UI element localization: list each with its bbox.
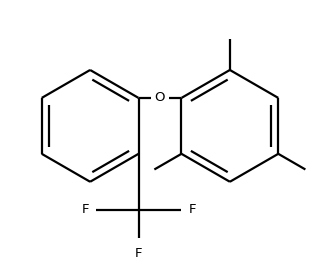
Text: F: F — [81, 203, 89, 216]
Text: F: F — [188, 203, 196, 216]
Text: F: F — [135, 247, 142, 260]
Text: O: O — [155, 91, 165, 105]
